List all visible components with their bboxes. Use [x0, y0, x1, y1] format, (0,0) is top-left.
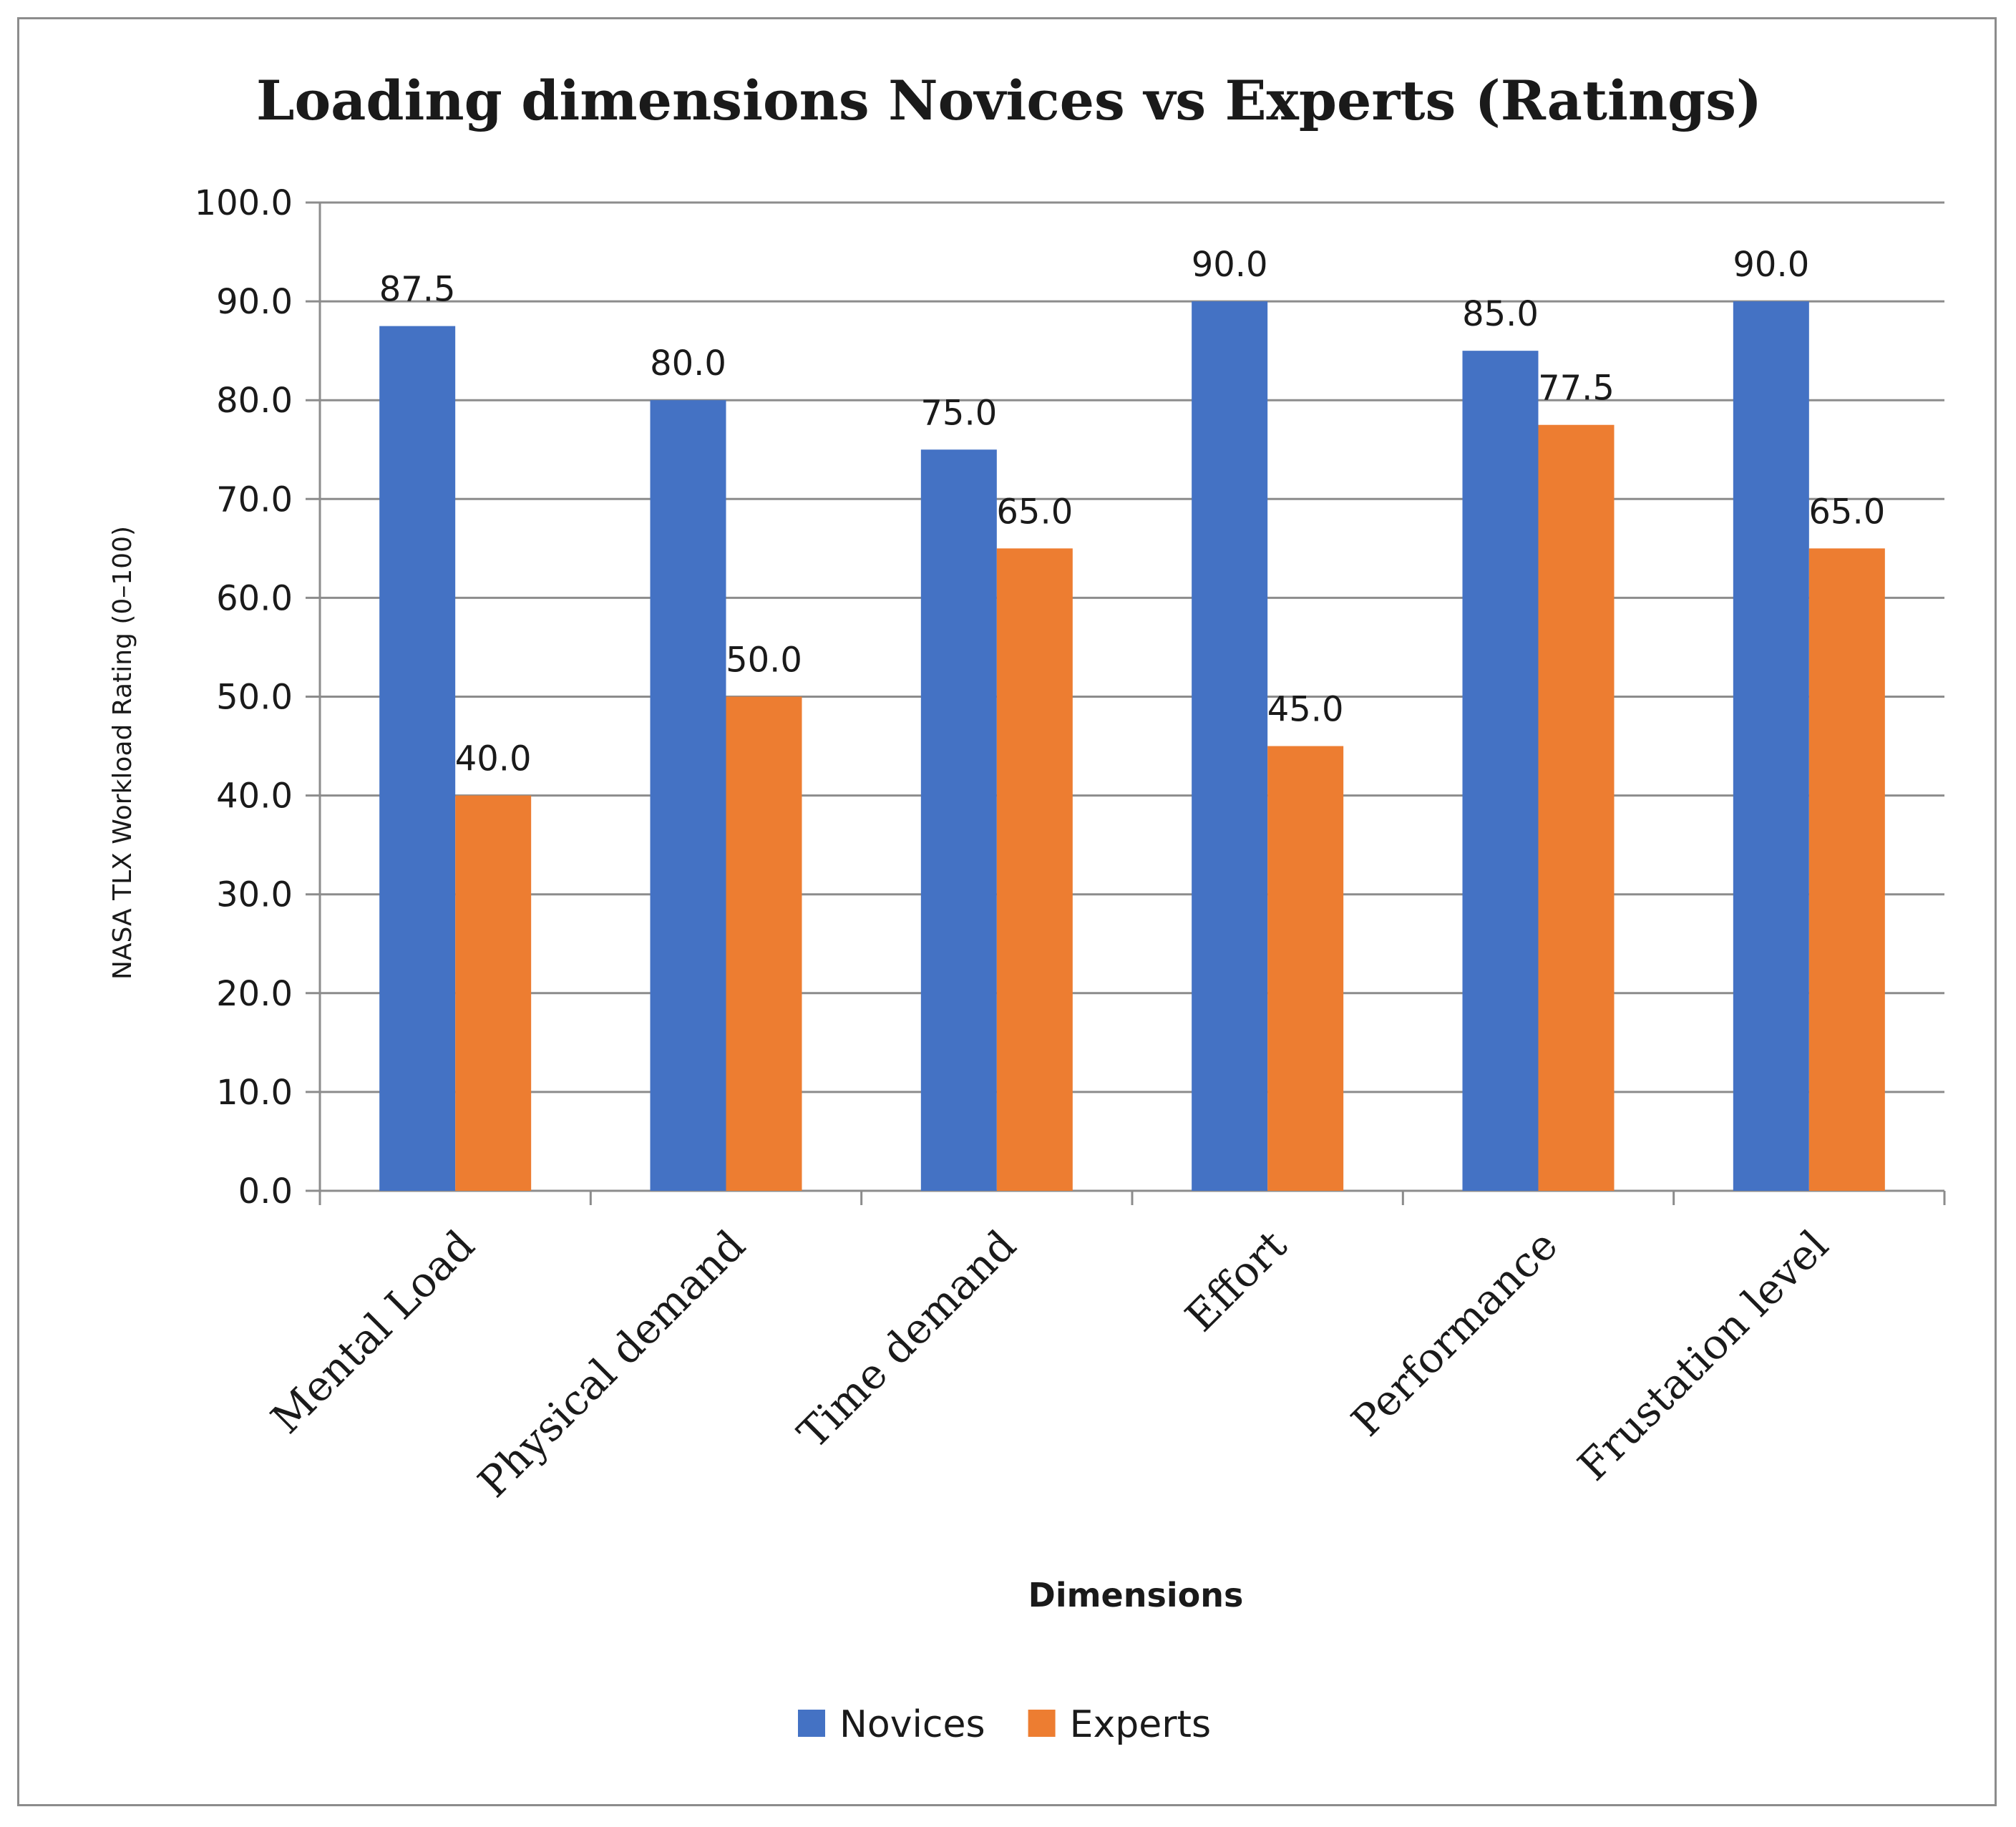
legend-swatch-novices — [798, 1710, 825, 1737]
data-label-experts: 40.0 — [455, 739, 532, 779]
bar-novices — [1192, 301, 1268, 1192]
y-tick-label: 0.0 — [238, 1171, 293, 1212]
data-label-novices: 85.0 — [1462, 294, 1539, 334]
y-tick-label: 60.0 — [216, 578, 293, 618]
bar-experts — [455, 795, 532, 1191]
category-label: Physical demand — [469, 1221, 755, 1507]
y-tick-label: 70.0 — [216, 479, 293, 520]
data-labels: 87.5 40.0 80.0 50.0 75.0 65.0 90.0 45.0 85.0 77.5… — [379, 245, 1886, 779]
gridlines — [306, 201, 1946, 1205]
legend-label-novices: Novices — [839, 1703, 985, 1746]
chart-frame: Loading dimensions Novices vs Experts (R… — [17, 17, 1997, 1806]
chart-title: Loading dimensions Novices vs Experts (R… — [256, 69, 1762, 132]
bar-experts — [726, 696, 802, 1191]
bar-experts — [1538, 424, 1615, 1191]
data-label-novices: 87.5 — [379, 270, 456, 310]
y-tick-label: 100.0 — [195, 183, 293, 223]
data-label-experts: 77.5 — [1538, 369, 1615, 409]
category-label: Mental Load — [262, 1221, 484, 1443]
legend-swatch-experts — [1028, 1710, 1056, 1737]
y-tick-label: 30.0 — [216, 875, 293, 915]
bar-chart: Loading dimensions Novices vs Experts (R… — [108, 69, 1946, 1746]
y-tick-label: 40.0 — [216, 776, 293, 817]
data-label-experts: 65.0 — [996, 492, 1073, 532]
data-label-experts: 50.0 — [726, 640, 802, 681]
bar-novices — [650, 400, 726, 1192]
bar-novices — [920, 449, 997, 1191]
data-label-novices: 80.0 — [650, 344, 726, 384]
y-axis-ticks: 0.0 10.0 20.0 30.0 40.0 50.0 60.0 70.0 80.0 90.0 1… — [195, 183, 293, 1212]
y-axis-title: NASA TLX Workload Rating (0–100) — [108, 526, 137, 980]
data-label-experts: 65.0 — [1808, 492, 1885, 532]
data-label-novices: 90.0 — [1192, 245, 1268, 285]
x-axis-title: Dimensions — [1028, 1576, 1244, 1614]
bars — [379, 301, 1885, 1192]
data-label-experts: 45.0 — [1267, 690, 1344, 730]
bar-novices — [1733, 301, 1809, 1192]
y-tick-label: 80.0 — [216, 381, 293, 421]
category-label: Frustation level — [1569, 1221, 1838, 1490]
y-tick-label: 20.0 — [216, 974, 293, 1014]
legend-label-experts: Experts — [1070, 1703, 1212, 1746]
category-label: Performance — [1342, 1221, 1567, 1446]
bar-experts — [1808, 548, 1885, 1191]
data-label-novices: 90.0 — [1733, 245, 1809, 285]
category-label: Time demand — [788, 1221, 1025, 1458]
bar-novices — [379, 326, 456, 1191]
y-tick-label: 10.0 — [216, 1073, 293, 1113]
bar-novices — [1462, 351, 1539, 1191]
y-tick-label: 90.0 — [216, 282, 293, 322]
bar-experts — [1267, 746, 1344, 1191]
legend: Novices Experts — [798, 1703, 1211, 1746]
data-label-novices: 75.0 — [920, 393, 997, 433]
bar-experts — [996, 548, 1073, 1191]
y-tick-label: 50.0 — [216, 678, 293, 718]
category-label: Effort — [1176, 1221, 1296, 1341]
